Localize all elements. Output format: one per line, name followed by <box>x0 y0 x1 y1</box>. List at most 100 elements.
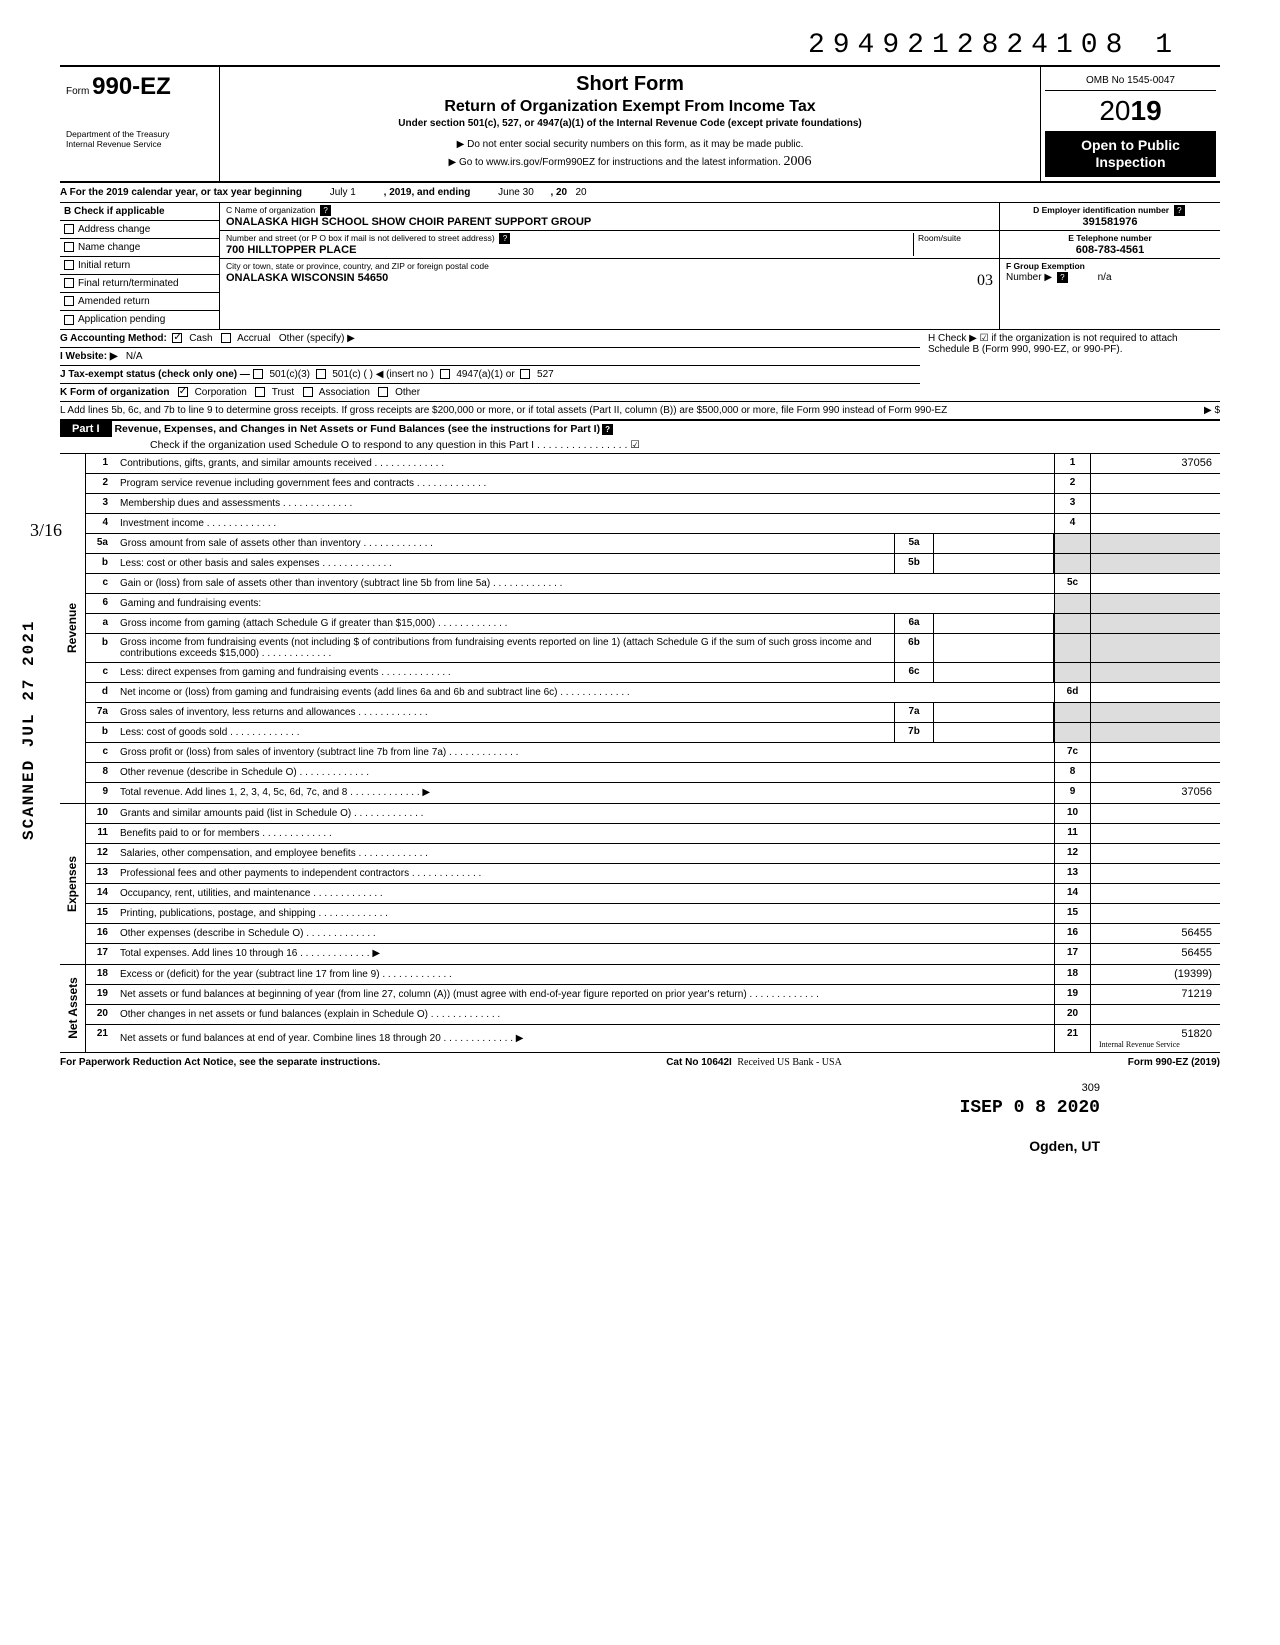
end-val[interactable] <box>1090 743 1220 762</box>
row-g: G Accounting Method: Cash Accrual Other … <box>60 330 920 348</box>
end-val[interactable] <box>1090 574 1220 593</box>
help-icon[interactable]: ? <box>1057 272 1068 283</box>
line-desc: Net assets or fund balances at beginning… <box>116 985 1054 1004</box>
chk-assoc[interactable] <box>303 387 313 397</box>
line-desc: Less: cost or other basis and sales expe… <box>116 554 894 573</box>
end-val[interactable] <box>1090 494 1220 513</box>
help-icon[interactable]: ? <box>320 205 331 216</box>
line-num: 8 <box>86 763 116 782</box>
mid-val[interactable] <box>934 614 1054 633</box>
org-name: ONALASKA HIGH SCHOOL SHOW CHOIR PARENT S… <box>226 216 591 228</box>
chk-527[interactable] <box>520 369 530 379</box>
c-name-label: C Name of organization <box>226 205 315 215</box>
group-value: n/a <box>1098 272 1112 283</box>
mid-val[interactable] <box>934 703 1054 722</box>
end-val[interactable] <box>1090 804 1220 823</box>
end-val[interactable] <box>1090 844 1220 863</box>
end-val[interactable]: 51820Internal Revenue Service <box>1090 1025 1220 1052</box>
chk-trust[interactable] <box>255 387 265 397</box>
end-box: 7c <box>1054 743 1090 762</box>
revenue-label: Revenue <box>60 454 86 803</box>
chk-corp[interactable] <box>178 387 188 397</box>
end-val[interactable]: 37056 <box>1090 454 1220 473</box>
line-row: 6Gaming and fundraising events: <box>86 594 1220 614</box>
i-label: I Website: ▶ <box>60 351 118 362</box>
line-desc: Contributions, gifts, grants, and simila… <box>116 454 1054 473</box>
line-num: 13 <box>86 864 116 883</box>
end-val[interactable] <box>1090 904 1220 923</box>
line-row: bLess: cost or other basis and sales exp… <box>86 554 1220 574</box>
mid-val[interactable] <box>934 634 1054 662</box>
end-box <box>1054 534 1090 553</box>
org-city: ONALASKA WISCONSIN 54650 <box>226 272 388 284</box>
end-val[interactable] <box>1090 474 1220 493</box>
chk-501c3[interactable] <box>253 369 263 379</box>
end-val[interactable] <box>1090 514 1220 533</box>
line-desc: Occupancy, rent, utilities, and maintena… <box>116 884 1054 903</box>
form-title: Short Form <box>230 73 1030 96</box>
end-val[interactable]: 56455 <box>1090 924 1220 943</box>
end-val[interactable]: (19399) <box>1090 965 1220 984</box>
line-num: c <box>86 743 116 762</box>
mid-val[interactable] <box>934 663 1054 682</box>
end-val[interactable] <box>1090 1005 1220 1024</box>
line-num: b <box>86 554 116 573</box>
mid-val[interactable] <box>934 554 1054 573</box>
line-num: 11 <box>86 824 116 843</box>
help-icon[interactable]: ? <box>1174 205 1185 216</box>
end-box: 13 <box>1054 864 1090 883</box>
line-num: d <box>86 683 116 702</box>
ein-label: D Employer identification number <box>1033 205 1169 215</box>
end-box <box>1054 554 1090 573</box>
group-number-label: Number ▶ <box>1006 272 1052 283</box>
chk-address[interactable]: Address change <box>60 221 219 239</box>
end-val[interactable]: 56455 <box>1090 944 1220 964</box>
line-desc: Gross income from fundraising events (no… <box>116 634 894 662</box>
end-val[interactable] <box>1090 884 1220 903</box>
footer: For Paperwork Reduction Act Notice, see … <box>60 1053 1220 1072</box>
row-l: L Add lines 5b, 6c, and 7b to line 9 to … <box>60 402 1220 420</box>
line-num: 18 <box>86 965 116 984</box>
line-num: 19 <box>86 985 116 1004</box>
chk-cash[interactable] <box>172 333 182 343</box>
chk-initial[interactable]: Initial return <box>60 257 219 275</box>
mid-val[interactable] <box>934 534 1054 553</box>
form-header: Form 990-EZ Department of the Treasury I… <box>60 65 1220 183</box>
end-val <box>1090 554 1220 573</box>
chk-other[interactable] <box>378 387 388 397</box>
chk-501c[interactable] <box>316 369 326 379</box>
mid-val[interactable] <box>934 723 1054 742</box>
part1-checkbox[interactable]: ☑ <box>630 439 639 451</box>
chk-final[interactable]: Final return/terminated <box>60 275 219 293</box>
end-box <box>1054 614 1090 633</box>
end-val[interactable] <box>1090 824 1220 843</box>
line-row: 4Investment income . . . . . . . . . . .… <box>86 514 1220 534</box>
end-box: 15 <box>1054 904 1090 923</box>
end-val[interactable]: 37056 <box>1090 783 1220 803</box>
chk-amended[interactable]: Amended return <box>60 293 219 311</box>
part1-check-text: Check if the organization used Schedule … <box>150 439 534 451</box>
line-num: 15 <box>86 904 116 923</box>
end-val[interactable] <box>1090 683 1220 702</box>
line-desc: Less: cost of goods sold . . . . . . . .… <box>116 723 894 742</box>
chk-4947[interactable] <box>440 369 450 379</box>
chk-accrual[interactable] <box>221 333 231 343</box>
end-val[interactable]: 71219 <box>1090 985 1220 1004</box>
chk-pending[interactable]: Application pending <box>60 311 219 329</box>
end-val[interactable] <box>1090 763 1220 782</box>
form-under: Under section 501(c), 527, or 4947(a)(1)… <box>230 118 1030 129</box>
line-desc: Gross sales of inventory, less returns a… <box>116 703 894 722</box>
line-desc: Other changes in net assets or fund bala… <box>116 1005 1054 1024</box>
end-box: 14 <box>1054 884 1090 903</box>
end-box: 8 <box>1054 763 1090 782</box>
form-label: Form <box>66 86 89 97</box>
end-box: 17 <box>1054 944 1090 964</box>
line-row: dNet income or (loss) from gaming and fu… <box>86 683 1220 703</box>
chk-name[interactable]: Name change <box>60 239 219 257</box>
mid-box: 7a <box>894 703 934 722</box>
help-icon[interactable]: ? <box>602 424 613 435</box>
part1-label: Part I <box>60 421 112 437</box>
mid-box: 6c <box>894 663 934 682</box>
end-val[interactable] <box>1090 864 1220 883</box>
help-icon[interactable]: ? <box>499 233 510 244</box>
